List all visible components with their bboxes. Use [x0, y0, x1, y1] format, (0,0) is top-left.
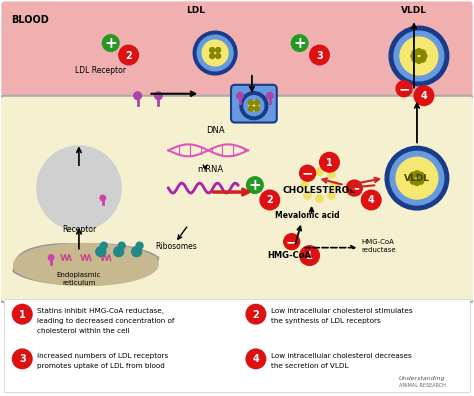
- Circle shape: [197, 35, 233, 71]
- Text: Low intracellular cholesterol stimulates: Low intracellular cholesterol stimulates: [271, 308, 412, 314]
- Circle shape: [248, 106, 254, 111]
- Text: promotes uptake of LDL from blood: promotes uptake of LDL from blood: [37, 363, 165, 369]
- Text: 4: 4: [368, 196, 374, 206]
- Circle shape: [284, 234, 300, 249]
- Text: Receptor: Receptor: [62, 225, 96, 234]
- Circle shape: [114, 247, 124, 257]
- Circle shape: [320, 153, 339, 172]
- Text: 1: 1: [306, 251, 313, 261]
- Circle shape: [330, 181, 338, 189]
- Text: −: −: [302, 167, 313, 181]
- Circle shape: [414, 171, 419, 176]
- Circle shape: [316, 194, 323, 202]
- Circle shape: [416, 58, 422, 63]
- Text: −: −: [286, 235, 298, 249]
- Circle shape: [13, 349, 32, 368]
- Text: the synthesis of LDL receptors: the synthesis of LDL receptors: [271, 318, 381, 324]
- Circle shape: [260, 190, 279, 209]
- Circle shape: [390, 151, 444, 205]
- Circle shape: [100, 242, 107, 249]
- Circle shape: [389, 26, 449, 86]
- Text: reductase: reductase: [361, 247, 396, 253]
- Circle shape: [248, 100, 254, 105]
- Circle shape: [310, 46, 329, 65]
- Circle shape: [411, 53, 417, 59]
- Circle shape: [96, 247, 106, 257]
- Circle shape: [247, 177, 263, 193]
- Text: Statins inhibit HMG-CoA reductase,: Statins inhibit HMG-CoA reductase,: [37, 308, 164, 314]
- Circle shape: [246, 349, 265, 368]
- Circle shape: [292, 35, 308, 51]
- Text: Understanding: Understanding: [399, 376, 446, 381]
- Circle shape: [410, 179, 416, 184]
- Circle shape: [13, 305, 32, 324]
- Circle shape: [346, 180, 362, 196]
- Text: 3: 3: [19, 354, 26, 364]
- Circle shape: [328, 171, 336, 179]
- Circle shape: [210, 53, 215, 59]
- Circle shape: [414, 86, 433, 105]
- Circle shape: [136, 242, 143, 249]
- FancyBboxPatch shape: [231, 85, 277, 122]
- Circle shape: [316, 168, 323, 176]
- Bar: [4, 299, 470, 392]
- Text: +: +: [104, 36, 117, 51]
- Circle shape: [216, 48, 220, 53]
- Circle shape: [300, 246, 319, 265]
- Circle shape: [400, 37, 438, 75]
- Circle shape: [246, 305, 265, 324]
- Bar: [4, 299, 470, 392]
- Circle shape: [409, 175, 415, 181]
- Circle shape: [103, 35, 118, 51]
- Circle shape: [118, 242, 125, 249]
- Text: Increased numbers of LDL receptors: Increased numbers of LDL receptors: [37, 353, 168, 359]
- Circle shape: [410, 172, 416, 178]
- Circle shape: [237, 92, 243, 99]
- Circle shape: [210, 48, 215, 53]
- Text: HMG-CoA: HMG-CoA: [361, 239, 394, 245]
- Text: VLDL: VLDL: [404, 173, 430, 183]
- Circle shape: [266, 92, 273, 99]
- Text: CHOLESTEROL: CHOLESTEROL: [283, 186, 356, 195]
- Circle shape: [48, 255, 54, 260]
- Text: 1: 1: [19, 310, 26, 320]
- Circle shape: [132, 247, 142, 257]
- Circle shape: [304, 171, 311, 179]
- Text: BLOOD: BLOOD: [11, 15, 49, 25]
- Circle shape: [240, 92, 268, 120]
- Text: 2: 2: [266, 196, 273, 206]
- Circle shape: [119, 46, 138, 65]
- Circle shape: [420, 50, 426, 55]
- Text: +: +: [293, 36, 306, 51]
- Text: HMG-CoA: HMG-CoA: [268, 251, 312, 260]
- Text: the secretion of VLDL: the secretion of VLDL: [271, 363, 348, 369]
- Text: Endoplasmic: Endoplasmic: [57, 272, 101, 278]
- Ellipse shape: [14, 244, 158, 286]
- Circle shape: [418, 179, 424, 184]
- Circle shape: [412, 50, 418, 55]
- Text: −: −: [348, 182, 360, 196]
- Text: −: −: [398, 82, 410, 96]
- Circle shape: [414, 180, 419, 185]
- Text: LDL Receptor: LDL Receptor: [75, 66, 126, 75]
- Circle shape: [255, 100, 259, 105]
- Circle shape: [193, 31, 237, 75]
- FancyBboxPatch shape: [1, 2, 473, 107]
- Circle shape: [394, 31, 444, 81]
- Circle shape: [244, 96, 264, 116]
- Text: 2: 2: [125, 51, 132, 61]
- Circle shape: [412, 57, 418, 62]
- Circle shape: [419, 175, 425, 181]
- Text: +: +: [248, 178, 261, 193]
- Circle shape: [134, 92, 141, 99]
- Circle shape: [328, 192, 336, 200]
- Text: mRNA: mRNA: [197, 165, 223, 174]
- Text: reticulum: reticulum: [62, 280, 96, 286]
- Circle shape: [416, 49, 422, 54]
- Circle shape: [420, 57, 426, 62]
- Circle shape: [249, 101, 259, 110]
- Text: 3: 3: [316, 51, 323, 61]
- Circle shape: [396, 157, 438, 199]
- Circle shape: [385, 147, 449, 210]
